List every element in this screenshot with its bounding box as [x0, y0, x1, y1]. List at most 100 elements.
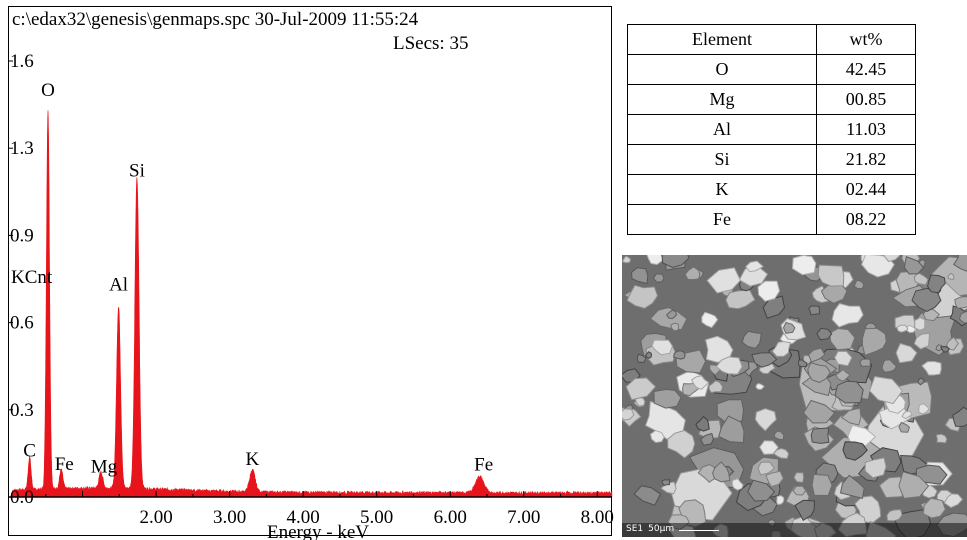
sem-particle	[762, 295, 786, 319]
wt-cell: 08.22	[816, 204, 916, 235]
x-tick-label: 8.00	[581, 507, 614, 528]
wt-cell: 21.82	[816, 144, 916, 175]
sem-particle	[625, 377, 657, 401]
scale-bar	[679, 529, 720, 531]
sem-particle	[922, 497, 946, 519]
sem-particle	[922, 308, 941, 322]
sem-particle	[667, 429, 696, 459]
eds-spectrum-chart: 0.0 0.3 0.6 0.9 1.3 1.6 2.00 3.00 4.00 5.00 6.00 7.…	[9, 51, 614, 540]
sem-particle	[901, 410, 913, 420]
sem-particle	[918, 403, 930, 415]
sem-particle	[661, 255, 690, 269]
sem-particle	[757, 461, 776, 476]
sem-particle	[751, 352, 778, 368]
sem-particle	[644, 351, 653, 359]
sem-particle	[718, 415, 745, 444]
y-tick-label: 1.3	[10, 138, 34, 159]
x-tick-label: 4.00	[287, 507, 320, 528]
peak-label: O	[41, 80, 55, 101]
sem-particle	[791, 255, 817, 276]
sem-particle	[834, 350, 853, 367]
sem-particle	[869, 376, 904, 405]
sem-particle	[708, 379, 724, 394]
sem-particle	[792, 485, 807, 496]
table-row: O 42.45	[627, 54, 916, 85]
peak-label: Al	[109, 274, 128, 295]
y-tick-label: 0.6	[10, 313, 34, 334]
sem-particle	[935, 433, 948, 444]
sem-particle	[771, 340, 792, 357]
sem-particle	[646, 255, 666, 266]
sem-particle	[745, 260, 764, 273]
sem-particle	[853, 279, 865, 290]
y-tick-label: 1.6	[10, 51, 34, 72]
sem-micrograph: SE1 50µm	[622, 255, 967, 537]
sem-particle	[747, 479, 776, 502]
sem-particle	[695, 415, 710, 432]
sem-particle	[862, 327, 887, 356]
sem-particle	[661, 479, 671, 487]
sem-particle	[626, 284, 659, 309]
sem-particle	[835, 368, 851, 382]
spectrum-frame	[8, 6, 612, 536]
sem-particle	[903, 256, 925, 275]
sem-particle	[953, 255, 967, 272]
sem-particle	[817, 264, 845, 287]
sem-particle	[660, 481, 677, 495]
wt-cell: 00.85	[816, 84, 916, 115]
sem-particle	[927, 274, 946, 294]
sem-particle	[765, 470, 784, 488]
sem-particle	[684, 266, 701, 281]
sem-particle	[816, 327, 833, 341]
peak-label: Fe	[55, 454, 74, 475]
sem-texture	[622, 255, 967, 537]
sem-particle	[864, 457, 887, 479]
wt-cell: 11.03	[816, 114, 916, 145]
sem-particle	[913, 332, 931, 350]
sem-particle	[755, 383, 765, 390]
sem-particle	[715, 356, 743, 375]
sem-scale-label: 50µm	[648, 524, 675, 534]
sem-particle	[633, 485, 662, 506]
sem-particle	[808, 347, 826, 363]
sem-particle	[636, 353, 647, 363]
sem-particle	[622, 255, 632, 264]
x-tick-label: 3.00	[213, 507, 246, 528]
spectrum-area	[12, 110, 613, 498]
wt-cell: 42.45	[816, 54, 916, 85]
sem-caption: SE1 50µm	[626, 524, 720, 534]
sem-particle	[808, 305, 820, 316]
x-tick-label: 7.00	[507, 507, 540, 528]
sem-particle	[958, 311, 967, 324]
sem-particle	[943, 493, 964, 509]
sem-particle	[673, 350, 686, 360]
sem-particle	[794, 499, 815, 522]
sem-particle	[797, 359, 808, 368]
sem-particle	[793, 472, 805, 484]
x-axis-label: Energy - keV	[267, 522, 369, 540]
sem-particle	[935, 344, 943, 352]
sem-particle	[772, 447, 790, 460]
table-row: Fe 08.22	[627, 204, 916, 235]
peak-label: Fe	[474, 455, 493, 476]
sem-particle	[840, 407, 862, 426]
sem-particle	[946, 336, 960, 351]
sem-particle	[666, 309, 678, 320]
sem-particle	[651, 339, 673, 356]
sem-particle	[839, 474, 865, 500]
header-wt: wt%	[816, 24, 916, 55]
sem-particle	[859, 358, 871, 367]
sem-particle	[829, 327, 856, 351]
sem-particle	[939, 345, 950, 353]
peak-label: Mg	[91, 457, 118, 478]
sem-particle	[947, 272, 955, 280]
sem-particle	[652, 273, 665, 283]
sem-particle	[881, 359, 898, 373]
sem-particle	[631, 267, 649, 285]
sem-particle	[915, 464, 948, 485]
sem-particle	[898, 471, 930, 499]
sem-particle	[634, 396, 646, 407]
sem-particle	[741, 330, 762, 349]
sem-particle	[670, 322, 680, 332]
sem-particle	[878, 476, 906, 499]
